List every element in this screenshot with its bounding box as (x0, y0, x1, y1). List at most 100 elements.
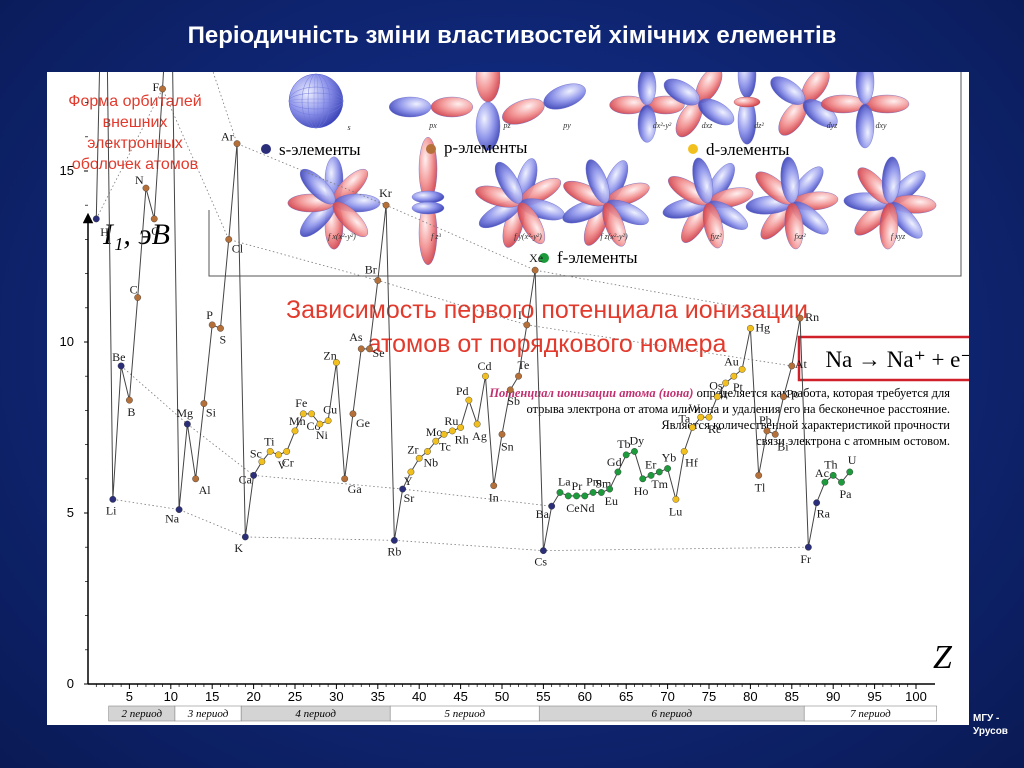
element-label-os: Os (709, 379, 723, 393)
element-label-ce: Ce (566, 501, 579, 515)
orbital-label: f y(x²-y²) (514, 232, 542, 241)
element-point-tl (755, 471, 763, 479)
y-tick-label: 5 (67, 505, 74, 520)
element-point-ho (639, 475, 647, 483)
element-label-li: Li (106, 503, 117, 517)
element-point-pd (465, 396, 473, 404)
element-label-ti: Ti (264, 434, 275, 448)
element-label-nb: Nb (423, 455, 438, 469)
element-label-ba: Ba (536, 507, 550, 521)
x-tick-label: 45 (453, 689, 467, 704)
element-point-ra (813, 499, 821, 507)
element-label-ar: Ar (221, 130, 234, 144)
element-point-re (705, 413, 713, 421)
y-axis-label: I₁, эВ (102, 218, 170, 251)
element-label-ni: Ni (316, 428, 329, 442)
element-label-dy: Dy (629, 433, 644, 447)
element-point-al (192, 475, 200, 483)
ionization-energy-chart: Форма орбиталей внешних электронных обол… (60, 72, 969, 722)
element-label-re: Re (708, 422, 721, 436)
element-points: HHeLiBeBCNOFNeNaMgAlSiPSClArKCaScTiVCrMn… (92, 80, 857, 569)
definition-term: Потенциал ионизации атома (иона) (488, 386, 693, 400)
element-point-ag (473, 420, 481, 428)
element-label-au: Au (724, 354, 739, 368)
element-point-er (647, 471, 655, 479)
element-label-xe: Xe (529, 251, 543, 265)
element-label-te: Te (518, 358, 530, 372)
period-label: 2 период (122, 708, 163, 720)
element-label-ra: Ra (817, 507, 831, 521)
element-point-fr (804, 543, 812, 551)
element-label-y: Y (404, 474, 413, 488)
element-label-rb: Rb (387, 544, 401, 558)
element-label-sn: Sn (501, 439, 514, 453)
orbital-label: f x(x²-y²) (328, 232, 356, 241)
element-label-sr: Sr (404, 491, 415, 505)
element-label-th: Th (824, 457, 837, 471)
element-label-pm: Pm (586, 474, 603, 488)
element-label-ge: Ge (356, 416, 370, 430)
element-label-ta: Ta (678, 412, 690, 426)
legend-dot-s (261, 144, 271, 154)
element-point-sr (399, 485, 407, 493)
element-point-k (241, 533, 249, 541)
element-label-at: At (795, 357, 808, 371)
orbital-label: dyz (827, 121, 839, 130)
element-label-ir: Ir (720, 387, 728, 401)
element-point-h (92, 215, 100, 223)
element-point-ba (548, 502, 556, 510)
element-point-be (117, 362, 125, 370)
element-point-tm (655, 468, 663, 476)
element-point-cu (324, 417, 332, 425)
element-point-b (126, 396, 133, 404)
element-label-gd: Gd (607, 455, 622, 469)
element-label-ho: Ho (634, 484, 649, 498)
element-label-c: C (130, 283, 138, 297)
chart-heading: Зависимость первого потенциала ионизации… (286, 296, 808, 358)
definition-line-1-rest: определяется как работа, которая требует… (693, 386, 950, 400)
orbital-label: dz² (754, 121, 764, 130)
element-point-ce (564, 492, 572, 500)
element-point-rb (390, 536, 398, 544)
element-label-yb: Yb (662, 451, 677, 465)
element-point-zn (332, 359, 340, 366)
orbital-label: f xyz (891, 232, 906, 241)
element-point-pt (730, 372, 738, 380)
element-point-mo (432, 437, 440, 445)
element-label-f: F (153, 80, 160, 94)
element-label-cr: Cr (282, 455, 294, 469)
orbital-box-outline (208, 72, 962, 277)
element-point-kr (382, 201, 390, 209)
element-label-tc: Tc (439, 439, 451, 453)
element-label-cs: Cs (534, 555, 547, 569)
x-tick-label: 80 (743, 689, 757, 704)
element-label-u: U (848, 453, 857, 467)
legend-label-d: d-элементы (706, 140, 790, 159)
element-label-k: K (234, 541, 243, 555)
element-label-zn: Zn (323, 349, 336, 363)
orbital-heading-line-1: Форма орбиталей (68, 93, 201, 110)
element-label-fr: Fr (800, 552, 811, 566)
slide-title: Періодичність зміни властивостей хімічни… (187, 22, 837, 49)
x-tick-label: 30 (329, 689, 343, 704)
element-label-se: Se (373, 346, 385, 360)
definition-line-1: Потенциал ионизации атома (иона) определ… (488, 386, 950, 400)
element-label-ru: Ru (444, 414, 458, 428)
orbital-label: f z³ (431, 232, 441, 241)
element-label-sc: Sc (250, 447, 262, 461)
equation-text: Na → Na⁺ + e⁻ (825, 347, 969, 372)
element-label-mg: Mg (176, 406, 193, 420)
x-tick-label: 55 (536, 689, 550, 704)
element-label-cu: Cu (323, 403, 337, 417)
x-tick-label: 85 (785, 689, 799, 704)
element-label-w: W (689, 401, 701, 415)
element-point-xe (531, 266, 539, 274)
element-point-ti (266, 448, 274, 455)
orbital-heading: Форма орбиталей внешних электронных обол… (68, 93, 201, 173)
element-point-yb (664, 465, 671, 472)
legend-dot-d (688, 144, 698, 154)
element-label-rh: Rh (455, 433, 469, 447)
element-label-b: B (127, 405, 135, 419)
element-point-o (150, 215, 158, 223)
element-point-cr (283, 448, 291, 455)
